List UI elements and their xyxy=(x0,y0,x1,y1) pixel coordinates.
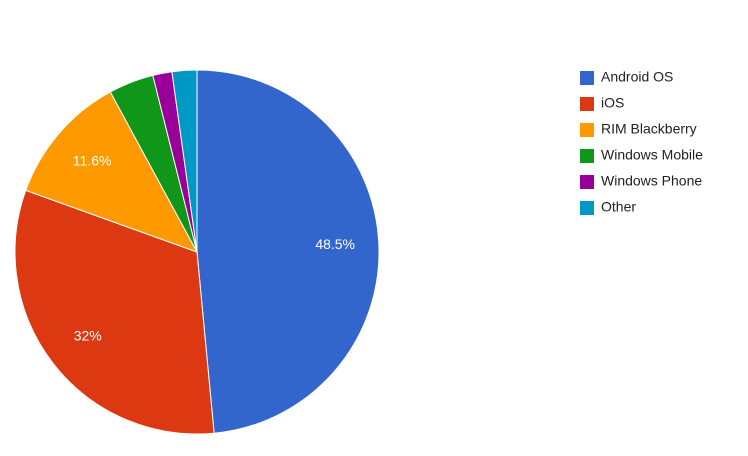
legend-label: Other xyxy=(601,199,636,215)
legend-swatch xyxy=(580,149,594,163)
legend-label: Windows Phone xyxy=(601,173,702,189)
slice-label: 11.6% xyxy=(73,153,112,169)
legend-label: Android OS xyxy=(601,69,673,85)
pie-slice xyxy=(196,69,380,434)
pie-slice xyxy=(14,189,215,435)
pie-slice xyxy=(171,69,198,253)
legend-label: RIM Blackberry xyxy=(601,121,697,137)
legend-label: Windows Mobile xyxy=(601,147,703,163)
pie-slice xyxy=(25,91,199,253)
slice-label: 48.5% xyxy=(315,236,355,252)
legend-label: iOS xyxy=(601,95,624,111)
legend-swatch xyxy=(580,71,594,85)
legend-swatch xyxy=(580,175,594,189)
legend-swatch xyxy=(580,123,594,137)
legend-swatch xyxy=(580,97,594,111)
legend-swatch xyxy=(580,201,594,215)
slice-label: 32% xyxy=(74,327,102,343)
